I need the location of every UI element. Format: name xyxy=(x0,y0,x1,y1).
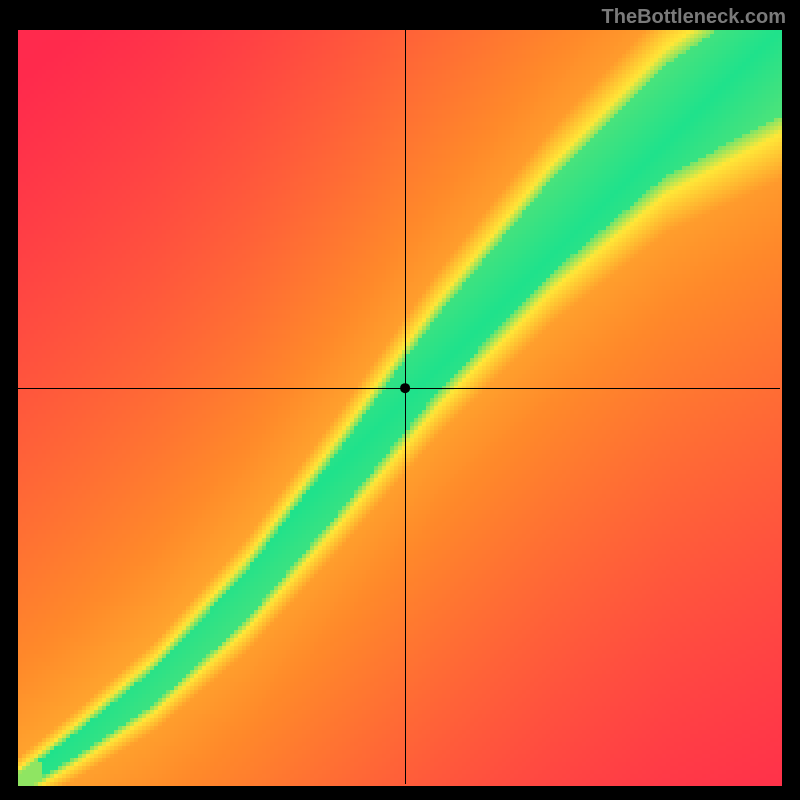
chart-container: { "meta": { "source_label": "TheBottlene… xyxy=(0,0,800,800)
bottleneck-heatmap-canvas xyxy=(0,0,800,800)
watermark-label: TheBottleneck.com xyxy=(602,6,786,29)
